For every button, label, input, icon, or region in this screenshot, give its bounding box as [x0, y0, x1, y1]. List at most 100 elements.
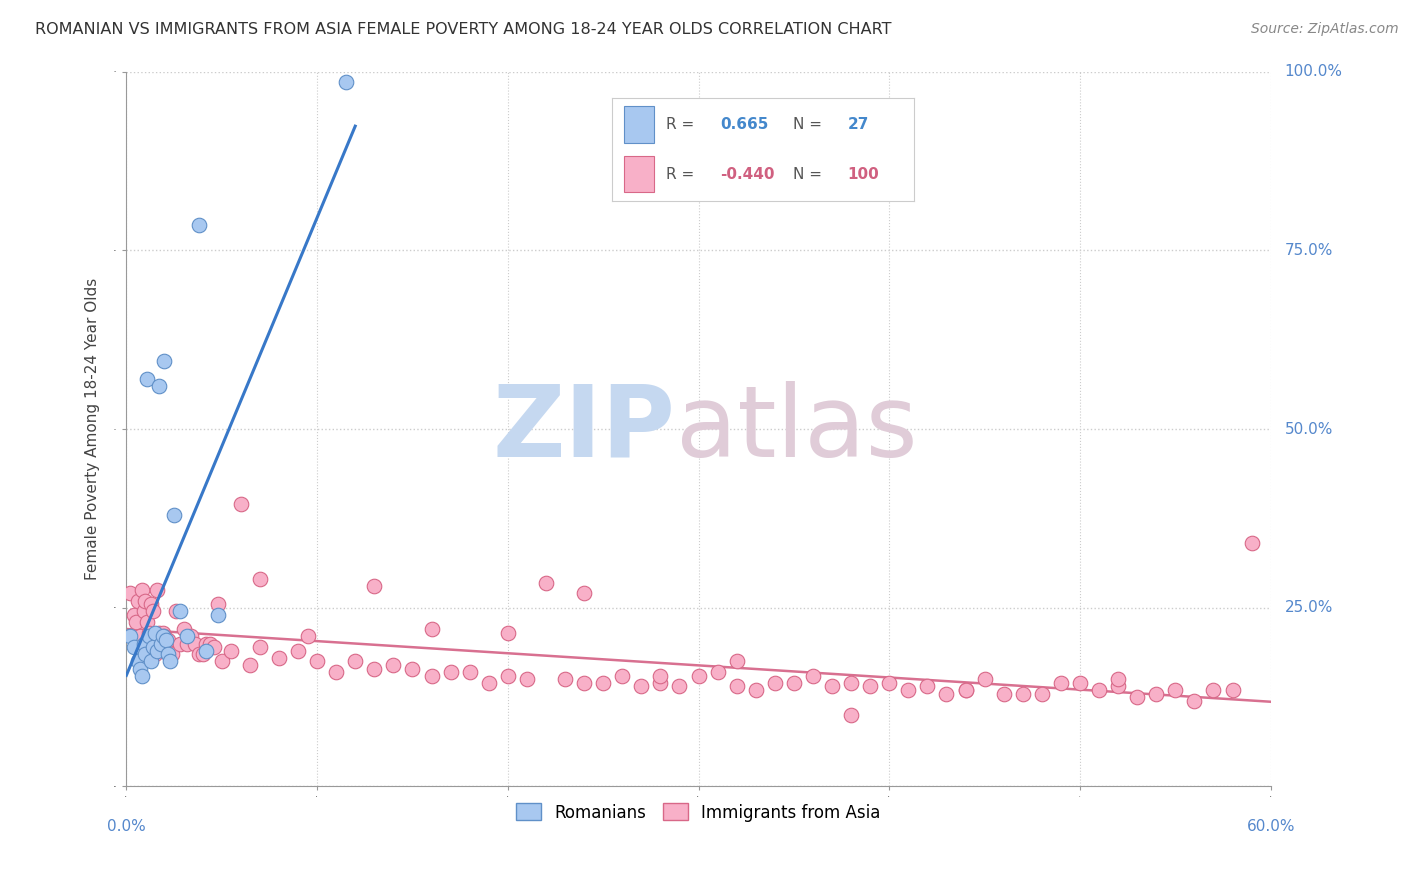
Point [131, 668, 153, 682]
Text: 75.0%: 75.0% [1285, 243, 1333, 258]
Point [650, 676, 672, 690]
Point [287, 643, 309, 657]
Point [363, 579, 385, 593]
Point [249, 572, 271, 586]
Point [439, 665, 461, 679]
Point [249, 640, 271, 654]
Point [877, 676, 900, 690]
Point [897, 683, 920, 698]
Point [157, 647, 180, 661]
Point [630, 680, 652, 694]
Point [219, 643, 242, 657]
Point [138, 625, 160, 640]
Point [1107, 680, 1129, 694]
Point [307, 654, 329, 668]
Point [195, 636, 218, 650]
Point [572, 676, 595, 690]
Text: N =: N = [793, 167, 823, 182]
Point [706, 665, 728, 679]
Point [668, 680, 690, 694]
Point [143, 647, 166, 661]
Point [382, 657, 405, 672]
Point [1240, 536, 1263, 550]
Point [146, 582, 169, 597]
Point [200, 636, 222, 650]
Point [478, 676, 501, 690]
Point [801, 668, 824, 682]
Point [1202, 683, 1225, 698]
Point [128, 661, 150, 675]
Point [534, 575, 557, 590]
Point [125, 615, 148, 629]
Point [120, 586, 142, 600]
Point [725, 680, 748, 694]
Point [134, 593, 156, 607]
Point [1222, 683, 1244, 698]
Y-axis label: Female Poverty Among 18-24 Year Olds: Female Poverty Among 18-24 Year Olds [86, 278, 100, 580]
Point [152, 629, 174, 643]
Point [592, 676, 614, 690]
Point [160, 647, 183, 661]
Point [148, 625, 170, 640]
Point [153, 354, 176, 368]
Text: ROMANIAN VS IMMIGRANTS FROM ASIA FEMALE POVERTY AMONG 18-24 YEAR OLDS CORRELATIO: ROMANIAN VS IMMIGRANTS FROM ASIA FEMALE … [35, 22, 891, 37]
Point [363, 661, 385, 675]
Point [122, 640, 145, 654]
Point [122, 607, 145, 622]
Point [142, 604, 165, 618]
Point [159, 654, 181, 668]
Point [239, 657, 262, 672]
Point [725, 654, 748, 668]
Point [401, 661, 423, 675]
Point [763, 676, 786, 690]
Point [131, 582, 153, 597]
Point [132, 636, 155, 650]
Point [859, 680, 882, 694]
Point [149, 636, 172, 650]
Text: 0.0%: 0.0% [107, 819, 146, 834]
Point [184, 636, 207, 650]
Text: R =: R = [666, 167, 695, 182]
Point [149, 636, 172, 650]
Point [152, 625, 174, 640]
Point [496, 668, 519, 682]
Point [955, 683, 977, 698]
Point [180, 629, 202, 643]
Point [420, 668, 443, 682]
Point [325, 665, 347, 679]
Point [783, 676, 806, 690]
Point [1164, 683, 1187, 698]
Point [128, 629, 150, 643]
Point [1107, 672, 1129, 686]
Point [688, 668, 710, 682]
Text: 0.665: 0.665 [720, 117, 769, 132]
Point [554, 672, 576, 686]
Point [1184, 694, 1206, 708]
Point [821, 680, 844, 694]
Text: -0.440: -0.440 [720, 167, 775, 182]
Point [153, 629, 176, 643]
Point [420, 622, 443, 636]
Point [165, 604, 187, 618]
Point [139, 597, 162, 611]
Point [187, 647, 209, 661]
Point [267, 650, 290, 665]
Point [207, 607, 229, 622]
Text: 100: 100 [848, 167, 879, 182]
Point [839, 708, 862, 723]
Point [1011, 687, 1033, 701]
Text: atlas: atlas [676, 381, 917, 477]
Point [612, 668, 634, 682]
Point [335, 75, 357, 89]
Text: 60.0%: 60.0% [1247, 819, 1295, 834]
Point [169, 636, 191, 650]
Point [1069, 676, 1091, 690]
Point [157, 632, 180, 647]
Point [1088, 683, 1111, 698]
Point [120, 629, 142, 643]
Point [155, 632, 177, 647]
Point [202, 640, 225, 654]
Point [173, 622, 195, 636]
Point [169, 604, 191, 618]
Point [195, 643, 218, 657]
